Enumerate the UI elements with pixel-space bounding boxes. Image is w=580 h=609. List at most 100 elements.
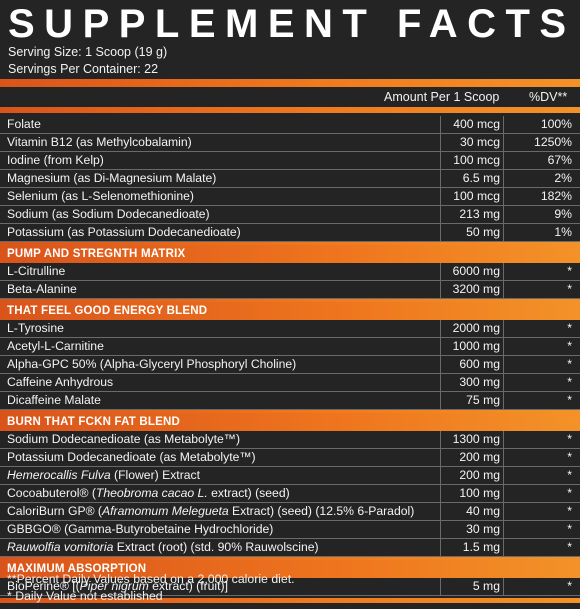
ingredient-name: Cocoabuterol® (Theobroma cacao L. extrac… [7, 486, 290, 500]
ingredient-row: Iodine (from Kelp) 100 mcg 67% [0, 152, 580, 170]
ingredient-amount: 6.5 mg [462, 171, 500, 185]
ingredient-daily-value: * [567, 339, 572, 353]
ingredient-row: Selenium (as L-Selenomethionine) 100 mcg 1… [0, 188, 580, 206]
ingredient-daily-value: * [567, 504, 572, 518]
ingredient-daily-value: * [567, 522, 572, 536]
ingredient-name: Dicaffeine Malate [7, 393, 101, 407]
ingredient-row: CaloriBurn GP® (Aframomum Melegueta Extr… [0, 503, 580, 521]
panel-title: SUPPLEMENT FACTS [8, 2, 576, 46]
section-separator [0, 410, 580, 413]
ingredient-row: Vitamin B12 (as Methylcobalamin) 30 mcg 12… [0, 134, 580, 152]
column-divider [503, 170, 504, 187]
ingredient-name: Caffeine Anhydrous [7, 375, 114, 389]
ingredient-name: L-Tyrosine [7, 321, 64, 335]
column-divider [440, 152, 441, 169]
ingredient-amount: 213 mg [459, 207, 500, 221]
ingredient-daily-value: 1% [554, 225, 572, 239]
column-divider [503, 467, 504, 484]
ingredient-daily-value: * [567, 432, 572, 446]
ingredient-name: Rauwolfia vomitoria Extract (root) (std.… [7, 540, 319, 554]
ingredient-daily-value: * [567, 393, 572, 407]
column-divider [440, 578, 441, 595]
ingredient-daily-value: * [567, 468, 572, 482]
ingredient-name: Potassium Dodecanedioate (as Metabolyte™… [7, 450, 256, 464]
column-divider [440, 320, 441, 337]
ingredient-amount: 1300 mg [452, 432, 500, 446]
ingredient-amount: 5 mg [472, 579, 500, 593]
column-divider [503, 449, 504, 466]
ingredient-row: Sodium Dodecanedioate (as Metabolyte™) 13… [0, 431, 580, 449]
amount-column-label: Amount Per 1 Scoop [384, 90, 500, 104]
column-divider [440, 170, 441, 187]
ingredient-name: Sodium Dodecanedioate (as Metabolyte™) [7, 432, 241, 446]
section-separator [0, 299, 580, 302]
ingredient-amount: 200 mg [459, 468, 500, 482]
ingredient-name: BioPerine® [(Piper nigrum extract) (frui… [7, 579, 228, 593]
column-divider [503, 224, 504, 241]
column-header: Amount Per 1 Scoop %DV** [0, 87, 580, 107]
ingredient-amount: 200 mg [459, 450, 500, 464]
section-heading: THAT FEEL GOOD ENERGY BLEND [0, 302, 580, 320]
column-divider [503, 503, 504, 520]
ingredient-name: Potassium (as Potassium Dodecanedioate) [7, 225, 241, 239]
ingredient-daily-value: * [567, 282, 572, 296]
dv-column-label: %DV** [529, 90, 568, 104]
column-divider [440, 374, 441, 391]
top-accent-bar [0, 79, 580, 87]
ingredient-row: Acetyl-L-Carnitine 1000 mg * [0, 338, 580, 356]
column-divider [503, 152, 504, 169]
ingredient-name: Iodine (from Kelp) [7, 153, 104, 167]
column-divider [503, 539, 504, 556]
ingredient-daily-value: 100% [540, 117, 572, 131]
ingredient-amount: 600 mg [459, 357, 500, 371]
header-accent-bar [0, 107, 580, 113]
footnote-not-established: * Daily Value not established [7, 589, 163, 603]
facts-table: Folate 400 mcg 100% Vitamin B12 (as Methylc… [0, 116, 580, 603]
ingredient-daily-value: 67% [547, 153, 572, 167]
column-divider [503, 578, 504, 595]
ingredient-amount: 40 mg [466, 504, 500, 518]
section-heading: MAXIMUM ABSORPTION [0, 560, 580, 578]
ingredient-name: Sodium (as Sodium Dodecanedioate) [7, 207, 210, 221]
ingredient-daily-value: 2% [554, 171, 572, 185]
ingredient-amount: 75 mg [466, 393, 500, 407]
column-divider [503, 281, 504, 298]
ingredient-row: Potassium (as Potassium Dodecanedioate) 5… [0, 224, 580, 242]
ingredient-name: Folate [7, 117, 41, 131]
column-divider [440, 467, 441, 484]
column-divider [440, 263, 441, 280]
section-heading: PUMP AND STREGNTH MATRIX [0, 245, 580, 263]
ingredient-daily-value: 182% [540, 189, 572, 203]
ingredient-row: Dicaffeine Malate 75 mg * [0, 392, 580, 410]
ingredient-amount: 50 mg [466, 225, 500, 239]
section-separator [0, 557, 580, 560]
ingredient-row: Hemerocallis Fulva (Flower) Extract 200 m… [0, 467, 580, 485]
ingredient-row: L-Citrulline 6000 mg * [0, 263, 580, 281]
ingredient-amount: 3200 mg [452, 282, 500, 296]
ingredient-name: Selenium (as L-Selenomethionine) [7, 189, 194, 203]
column-divider [503, 134, 504, 151]
column-divider [503, 356, 504, 373]
ingredient-daily-value: 9% [554, 207, 572, 221]
column-divider [503, 338, 504, 355]
section-heading: BURN THAT FCKN FAT BLEND [0, 413, 580, 431]
column-divider [440, 503, 441, 520]
column-divider [440, 449, 441, 466]
ingredient-row: Folate 400 mcg 100% [0, 116, 580, 134]
ingredient-amount: 100 mcg [453, 189, 500, 203]
ingredient-amount: 100 mg [459, 486, 500, 500]
column-divider [440, 521, 441, 538]
section-separator [0, 242, 580, 245]
ingredient-row: Cocoabuterol® (Theobroma cacao L. extrac… [0, 485, 580, 503]
ingredient-name: Hemerocallis Fulva (Flower) Extract [7, 468, 201, 482]
column-divider [503, 485, 504, 502]
ingredient-row: Potassium Dodecanedioate (as Metabolyte™… [0, 449, 580, 467]
ingredient-daily-value: * [567, 486, 572, 500]
column-divider [440, 188, 441, 205]
ingredient-daily-value: * [567, 321, 572, 335]
column-divider [440, 281, 441, 298]
ingredient-amount: 2000 mg [452, 321, 500, 335]
ingredient-row: Rauwolfia vomitoria Extract (root) (std.… [0, 539, 580, 557]
servings-per-container: Servings Per Container: 22 [8, 62, 159, 76]
